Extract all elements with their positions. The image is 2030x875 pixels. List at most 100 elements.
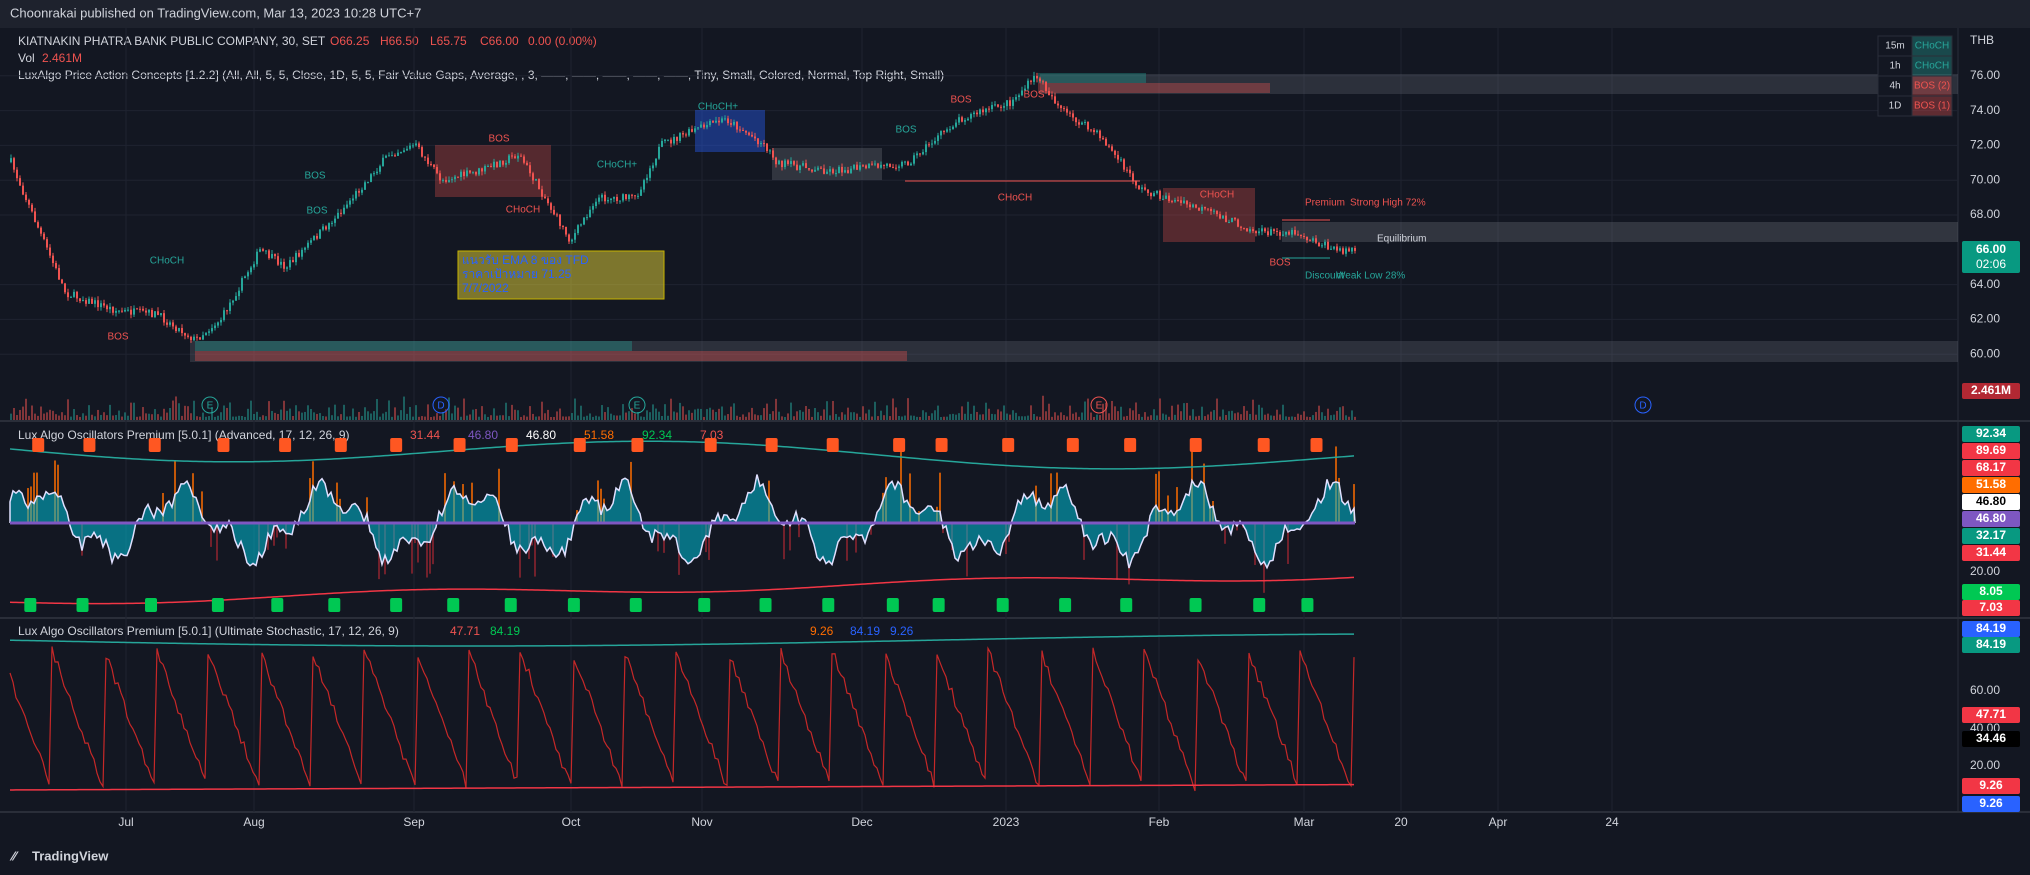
- candle-body: [289, 260, 291, 268]
- candle-body: [457, 176, 459, 178]
- candle-body: [10, 158, 12, 163]
- candle-body: [367, 181, 369, 183]
- volume-bar: [358, 411, 360, 420]
- signal-marker: [1124, 438, 1137, 452]
- candle-body: [262, 249, 264, 251]
- candle-body: [217, 322, 219, 326]
- candle-body: [901, 161, 903, 167]
- volume-bar: [1075, 412, 1077, 420]
- candle-body: [931, 143, 933, 145]
- candle-body: [580, 224, 582, 226]
- candle-body: [1036, 75, 1038, 79]
- candle-body: [982, 109, 984, 113]
- published-text: Choonrakai published on TradingView.com,…: [10, 5, 421, 20]
- candle-body: [184, 333, 186, 336]
- candle-body: [739, 129, 741, 131]
- volume-bar: [985, 402, 987, 420]
- event-marker: [1090, 396, 1108, 414]
- volume-bar: [331, 415, 333, 420]
- table-status: BOS (2): [1914, 81, 1950, 92]
- candle-body: [283, 261, 285, 269]
- candle-body: [286, 267, 288, 269]
- candle-body: [1192, 204, 1194, 208]
- structure-label: CHoCH: [998, 193, 1032, 204]
- volume-bar: [1279, 414, 1281, 420]
- candle-body: [976, 112, 978, 115]
- volume-bar: [928, 415, 930, 420]
- volume-bar: [778, 411, 780, 420]
- volume-bar: [733, 403, 735, 420]
- candle-body: [142, 308, 144, 311]
- volume-bar: [1141, 416, 1143, 420]
- volume-bar: [235, 416, 237, 420]
- volume-bar: [178, 403, 180, 420]
- volume-bar: [397, 415, 399, 420]
- candle-body: [721, 118, 723, 123]
- volume-bar: [715, 411, 717, 420]
- volume-bar: [826, 401, 828, 420]
- candle-body: [940, 131, 942, 136]
- volume-bar: [145, 413, 147, 420]
- volume-bar: [457, 407, 459, 420]
- volume-bar: [121, 416, 123, 420]
- bearish-zone: [1038, 83, 1270, 93]
- candle-body: [40, 227, 42, 234]
- event-marker: [628, 396, 646, 414]
- candle-body: [220, 320, 222, 323]
- candle-body: [733, 121, 735, 125]
- volume-bar: [76, 415, 78, 420]
- candle-body: [490, 165, 492, 168]
- candle-body: [520, 155, 522, 157]
- volume-bar: [1147, 416, 1149, 420]
- time-tick-label: Aug: [243, 815, 264, 829]
- volume-bar: [1207, 414, 1209, 420]
- volume-bar: [415, 405, 417, 420]
- candle-body: [616, 196, 618, 201]
- volume-bar: [406, 413, 408, 420]
- candle-body: [1135, 181, 1137, 186]
- volume-bar: [40, 406, 42, 420]
- volume-bar: [1072, 413, 1074, 420]
- volume-bar: [739, 416, 741, 420]
- volume-bar: [340, 414, 342, 420]
- volume-bar: [1321, 412, 1323, 420]
- volume-bar: [784, 416, 786, 420]
- candle-body: [829, 169, 831, 172]
- volume-bar: [1105, 402, 1107, 420]
- candle-body: [1027, 80, 1029, 89]
- candle-body: [427, 157, 429, 164]
- candle-body: [304, 247, 306, 250]
- volume-bar: [142, 407, 144, 420]
- axis-tick-label: 60.00: [1970, 683, 2000, 697]
- signal-marker: [631, 438, 644, 452]
- volume-bar: [1120, 406, 1122, 420]
- candle-body: [1345, 248, 1347, 254]
- volume-bar: [532, 413, 534, 420]
- candle-body: [508, 155, 510, 163]
- volume-bar: [625, 412, 627, 420]
- candle-body: [1081, 122, 1083, 125]
- candle-body: [1150, 192, 1152, 197]
- volume-bar: [454, 405, 456, 420]
- note-box: [457, 250, 665, 300]
- indicator-title[interactable]: LuxAlgo Price Action Concepts [1.2.2] (A…: [18, 68, 944, 82]
- candle-body: [904, 161, 906, 163]
- candle-body: [358, 191, 360, 193]
- volume-bar: [1282, 404, 1284, 420]
- oscillator-value: 92.34: [642, 428, 672, 442]
- volume-bar: [1249, 414, 1251, 420]
- candle-body: [196, 336, 198, 338]
- candle-body: [997, 104, 999, 107]
- volume-bar: [271, 410, 273, 420]
- candle-body: [949, 129, 951, 131]
- volume-bar: [1234, 413, 1236, 420]
- equilibrium-zone: [1282, 222, 1958, 242]
- zone-annotation: Premium: [1305, 198, 1345, 209]
- volume-bar: [82, 413, 84, 420]
- candle-body: [1009, 100, 1011, 106]
- candle-body: [1138, 185, 1140, 190]
- axis-badge: [1962, 707, 2020, 723]
- volume-bar: [31, 405, 33, 420]
- volume-bar: [619, 415, 621, 420]
- symbol-name[interactable]: KIATNAKIN PHATRA BANK PUBLIC COMPANY, 30…: [18, 34, 326, 48]
